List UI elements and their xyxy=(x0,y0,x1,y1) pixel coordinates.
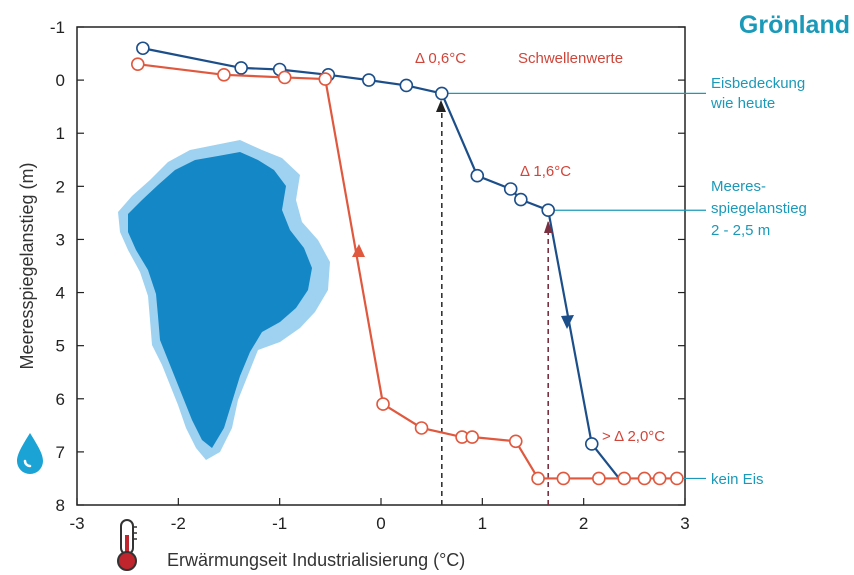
series-1-point xyxy=(414,421,429,435)
x-tick-label: 2 xyxy=(579,514,588,533)
y-tick-label: 2 xyxy=(56,177,65,196)
series-1-point xyxy=(277,70,292,85)
y-tick-label: 8 xyxy=(56,496,65,515)
series-1-point xyxy=(652,471,667,486)
threshold-lines xyxy=(440,105,550,505)
y-axis: -1 0 1 2 3 4 5 6 7 8 xyxy=(50,18,685,515)
series-0-point xyxy=(503,182,518,196)
annotation-delta-06: Δ 0,6°C xyxy=(415,50,466,67)
blue-down-arrow-icon xyxy=(561,315,574,329)
series-0-point xyxy=(136,41,150,56)
series-0-point xyxy=(399,78,414,93)
annotation-eisbedeckung: Eisbedeckung xyxy=(711,75,805,92)
series-1-point xyxy=(465,430,480,444)
series-1-point xyxy=(670,471,684,486)
y-tick-label: 6 xyxy=(56,390,65,409)
series-1-point xyxy=(637,471,652,486)
y-tick-label: 4 xyxy=(56,284,65,303)
water-drop-icon xyxy=(17,433,43,474)
series-1-point xyxy=(592,471,606,486)
y-tick-label: 0 xyxy=(56,71,65,90)
thermometer-icon xyxy=(117,519,137,571)
series-0-point xyxy=(234,61,248,75)
series-1-point xyxy=(318,72,333,86)
x-tick-label: -1 xyxy=(272,514,287,533)
annotation-kein-eis: kein Eis xyxy=(711,471,764,488)
series-line-1 xyxy=(137,63,677,480)
annotation-leaders xyxy=(441,92,706,480)
annotation-delta-20: > Δ 2,0°C xyxy=(602,428,665,445)
x-axis: -3 -2 -1 0 1 2 3 xyxy=(69,498,690,533)
chart-title: Grönland xyxy=(739,11,850,39)
y-tick-label: 5 xyxy=(56,337,65,356)
x-tick-label: 1 xyxy=(478,514,487,533)
series-group xyxy=(131,41,684,486)
x-axis-label: Erwärmungseit Industrialisierung (°C) xyxy=(167,550,465,570)
y-axis-label: Meeresspiegelanstieg (m) xyxy=(17,162,37,369)
series-0-point xyxy=(541,203,556,218)
dashed-up-arrow-2-icon xyxy=(544,221,553,233)
red-up-arrow-icon xyxy=(352,244,365,257)
annotation-delta-16: Δ 1,6°C xyxy=(520,163,571,180)
series-1-point xyxy=(556,471,571,486)
annotation-spiegelanstieg: spiegelanstieg xyxy=(711,200,807,217)
dashed-up-arrow-icon xyxy=(436,100,446,112)
series-1-point xyxy=(508,434,523,449)
series-0-point xyxy=(362,73,376,87)
annotation-wie-heute: wie heute xyxy=(710,95,775,112)
series-0-point xyxy=(514,192,528,207)
x-tick-label: 3 xyxy=(680,514,689,533)
y-tick-label: -1 xyxy=(50,18,65,37)
series-1-point xyxy=(131,57,145,71)
series-0-point xyxy=(470,168,485,183)
series-1-point xyxy=(376,397,390,411)
annotation-meeres: Meeres- xyxy=(711,178,766,195)
y-tick-label: 7 xyxy=(56,443,65,462)
x-tick-label: -2 xyxy=(171,514,186,533)
annotation-schwellenwerte: Schwellenwerte xyxy=(518,50,623,67)
series-0-point xyxy=(434,86,449,101)
x-tick-label: -3 xyxy=(69,514,84,533)
y-tick-label: 1 xyxy=(56,124,65,143)
series-1-point xyxy=(617,471,632,486)
series-1-point xyxy=(531,471,545,486)
series-0-point xyxy=(584,437,599,451)
y-tick-label: 3 xyxy=(56,230,65,249)
x-tick-label: 0 xyxy=(376,514,385,533)
greenland-map-icon xyxy=(118,140,330,460)
series-1-point xyxy=(217,68,231,82)
annotation-2-25m: 2 - 2,5 m xyxy=(711,222,770,239)
